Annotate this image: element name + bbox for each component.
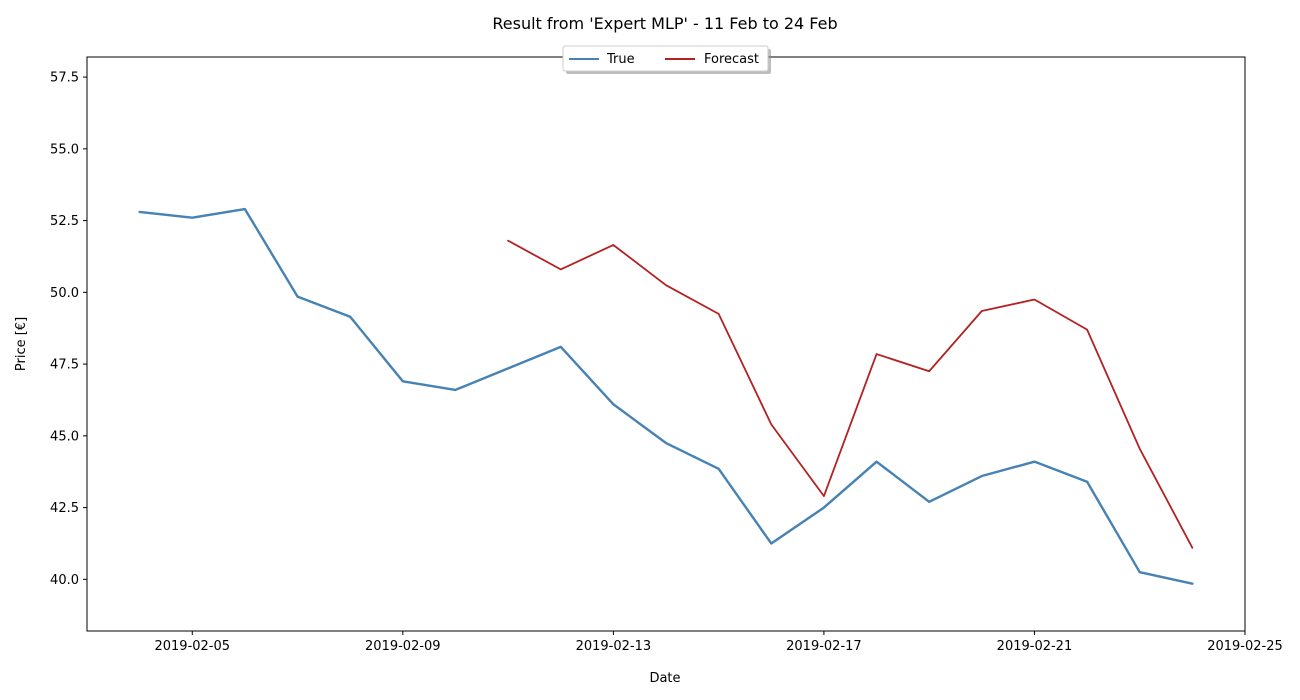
legend-label-true: True bbox=[606, 52, 635, 67]
x-tick-label: 2019-02-17 bbox=[786, 639, 862, 654]
y-tick-label: 47.5 bbox=[50, 358, 79, 373]
y-tick-label: 52.5 bbox=[50, 214, 79, 229]
plot-frame bbox=[86, 56, 1246, 632]
legend: True Forecast bbox=[562, 45, 771, 74]
y-tick-label: 45.0 bbox=[50, 429, 79, 444]
x-tick-label: 2019-02-05 bbox=[154, 639, 230, 654]
chart-title: Result from 'Expert MLP' - 11 Feb to 24 … bbox=[492, 14, 837, 33]
y-tick-label: 57.5 bbox=[50, 71, 79, 86]
legend-label-forecast: Forecast bbox=[704, 52, 759, 67]
y-axis-label: Price [€] bbox=[14, 317, 29, 371]
x-tick-label: 2019-02-25 bbox=[1207, 639, 1283, 654]
x-axis-label: Date bbox=[649, 671, 680, 686]
y-tick-label: 42.5 bbox=[50, 501, 79, 516]
x-tick-label: 2019-02-13 bbox=[576, 639, 652, 654]
series-layer bbox=[138, 207, 1194, 585]
series-line-forecast bbox=[507, 239, 1194, 549]
y-tick-label: 55.0 bbox=[50, 142, 79, 157]
x-tick-label: 2019-02-21 bbox=[997, 639, 1073, 654]
y-axis: 40.0 42.5 45.0 47.5 50.0 52.5 55.0 57.5 bbox=[50, 71, 87, 588]
x-axis: 2019-02-05 2019-02-09 2019-02-13 2019-02-17… bbox=[154, 631, 1283, 654]
y-tick-label: 40.0 bbox=[50, 573, 79, 588]
x-tick-label: 2019-02-09 bbox=[365, 639, 441, 654]
series-line-true bbox=[138, 207, 1194, 585]
y-tick-label: 50.0 bbox=[50, 286, 79, 301]
